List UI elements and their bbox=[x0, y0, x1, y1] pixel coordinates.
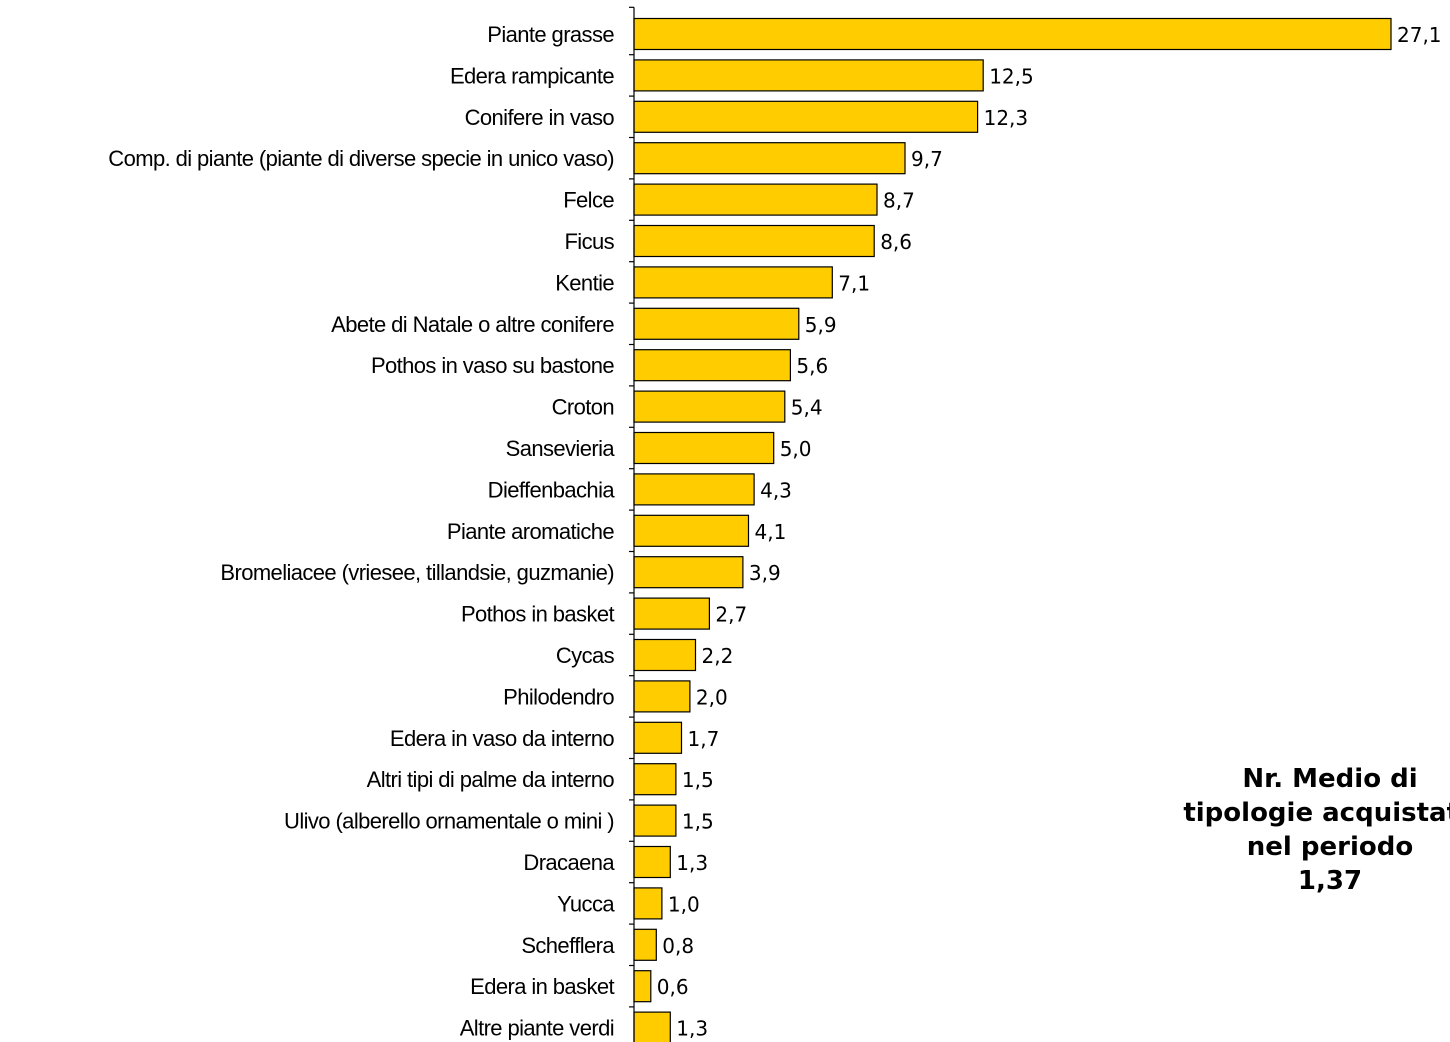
category-label: Croton bbox=[552, 395, 614, 420]
bar bbox=[633, 390, 786, 423]
category-label: Altri tipi di palme da interno bbox=[367, 767, 615, 792]
bar bbox=[633, 431, 775, 465]
category-label: Yucca bbox=[557, 891, 615, 916]
bar bbox=[633, 349, 791, 382]
summary-line-3: nel periodo bbox=[1246, 832, 1414, 862]
bar bbox=[633, 804, 677, 837]
bar bbox=[633, 514, 750, 547]
value-label: 1,3 bbox=[676, 851, 708, 875]
category-label: Abete di Natale o altre conifere bbox=[331, 312, 614, 337]
category-label: Cycas bbox=[556, 643, 615, 668]
value-label: 5,6 bbox=[796, 354, 828, 378]
value-label: 5,0 bbox=[780, 437, 812, 461]
category-label: Pothos in basket bbox=[461, 602, 615, 627]
category-label: Edera in basket bbox=[470, 974, 614, 999]
value-label: 0,6 bbox=[657, 975, 689, 999]
value-label: 27,1 bbox=[1397, 23, 1442, 47]
category-label: Felce bbox=[563, 188, 614, 213]
bar bbox=[633, 183, 878, 216]
category-label: Dieffenbachia bbox=[488, 477, 616, 502]
value-label: 1,5 bbox=[682, 810, 714, 834]
bar bbox=[633, 970, 652, 1003]
bar bbox=[633, 59, 984, 92]
value-label: 2,7 bbox=[715, 603, 747, 627]
category-label: Bromeliacee (vriesee, tillandsie, guzman… bbox=[220, 560, 614, 585]
value-label: 7,1 bbox=[838, 271, 870, 295]
value-label: 4,3 bbox=[760, 478, 792, 502]
bar bbox=[633, 17, 1392, 51]
category-label: Pothos in vaso su bastone bbox=[371, 353, 614, 378]
value-label: 0,8 bbox=[662, 934, 694, 958]
value-label: 1,7 bbox=[688, 727, 720, 751]
value-label: 9,7 bbox=[911, 147, 943, 171]
bar bbox=[633, 556, 744, 589]
value-label: 2,0 bbox=[696, 685, 728, 709]
bar bbox=[633, 473, 755, 506]
category-label: Sansevieria bbox=[506, 436, 616, 461]
category-label: Ficus bbox=[564, 229, 614, 254]
summary-value: 1,37 bbox=[1297, 866, 1363, 896]
category-label: Edera in vaso da interno bbox=[390, 726, 614, 751]
bar bbox=[633, 224, 875, 258]
value-label: 1,3 bbox=[676, 1017, 708, 1041]
category-label: Kentie bbox=[555, 270, 614, 295]
value-label: 12,3 bbox=[984, 106, 1029, 130]
category-label: Comp. di piante (piante di diverse speci… bbox=[108, 146, 614, 171]
value-label: 3,9 bbox=[749, 561, 781, 585]
category-label: Altre piante verdi bbox=[460, 1016, 614, 1041]
bar bbox=[633, 266, 833, 299]
value-label: 4,1 bbox=[755, 520, 787, 544]
bar bbox=[633, 680, 691, 713]
category-label: Piante aromatiche bbox=[447, 519, 614, 544]
value-label: 1,5 bbox=[682, 768, 714, 792]
value-label: 5,9 bbox=[805, 313, 837, 337]
bar bbox=[633, 887, 663, 920]
category-label: Edera rampicante bbox=[450, 63, 614, 88]
bar bbox=[633, 597, 711, 630]
bar bbox=[633, 763, 677, 796]
category-label: Dracaena bbox=[523, 850, 615, 875]
bar bbox=[633, 142, 906, 175]
bar bbox=[633, 721, 683, 754]
value-label: 2,2 bbox=[702, 644, 734, 668]
summary-line-2: tipologie acquistate bbox=[1183, 798, 1450, 828]
category-label: Schefflera bbox=[521, 933, 615, 958]
value-label: 5,4 bbox=[791, 396, 823, 420]
category-label: Philodendro bbox=[503, 684, 614, 709]
value-label: 12,5 bbox=[989, 64, 1034, 88]
category-label: Conifere in vaso bbox=[465, 105, 615, 130]
category-label: Ulivo (alberello ornamentale o mini ) bbox=[284, 809, 614, 834]
summary-annotation: Nr. Medio di tipologie acquistate nel pe… bbox=[1150, 762, 1450, 898]
bar bbox=[633, 100, 979, 133]
bar bbox=[633, 307, 800, 340]
category-label: Piante grasse bbox=[487, 22, 614, 47]
bar bbox=[633, 928, 657, 961]
bar bbox=[633, 638, 697, 672]
value-label: 1,0 bbox=[668, 892, 700, 916]
value-label: 8,7 bbox=[883, 189, 915, 213]
bar bbox=[633, 845, 671, 879]
bar bbox=[633, 1011, 671, 1042]
summary-line-1: Nr. Medio di bbox=[1242, 764, 1418, 794]
value-label: 8,6 bbox=[880, 230, 912, 254]
